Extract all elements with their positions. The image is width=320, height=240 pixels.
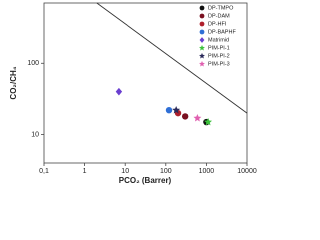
legend-marker: [199, 60, 205, 67]
x-tick-label: 1000: [199, 168, 215, 175]
data-point: [181, 113, 189, 120]
x-tick-label: 100: [160, 168, 172, 175]
legend-label: PIM-PI-3: [208, 61, 230, 67]
y-tick-label: 10: [31, 131, 39, 138]
data-point: [115, 87, 123, 96]
legend-label: DP-HFI: [208, 21, 227, 27]
data-point: [204, 117, 213, 126]
plot-frame: [43, 2, 248, 164]
x-tick-label: 1: [83, 168, 87, 175]
y-axis-title: CO₂/CH₄: [9, 66, 18, 99]
data-point: [193, 114, 202, 122]
legend-label: PIM-PI-2: [208, 53, 230, 59]
y-tick-label: 100: [27, 60, 39, 67]
legend-marker: [199, 13, 205, 19]
x-tick-label: 10000: [237, 168, 257, 175]
legend-marker: [199, 52, 205, 59]
x-axis-title: PCO₂ (Barrer): [119, 176, 172, 185]
legend-label: DP-BAPHF: [208, 29, 236, 35]
chart: PCO₂ (Barrer) CO₂/CH₄ 0,1 1 10 100 1000 10000…: [9, 2, 257, 185]
x-tick-label: 0,1: [39, 168, 49, 175]
legend-marker: [199, 37, 205, 43]
data-point: [165, 106, 173, 114]
legend-label: DP-DAM: [208, 13, 230, 19]
legend-label: DP-TMPO: [208, 5, 234, 11]
legend-marker: [199, 5, 205, 11]
legend-label: PIM-PI-1: [208, 45, 230, 51]
data-point: [172, 106, 181, 114]
upper-bound-line: [96, 2, 248, 114]
legend-marker: [199, 44, 205, 51]
legend-marker: [199, 29, 205, 35]
legend-label: Matrimid: [208, 37, 229, 43]
legend-marker: [199, 21, 205, 27]
x-tick-label: 10: [121, 168, 129, 175]
